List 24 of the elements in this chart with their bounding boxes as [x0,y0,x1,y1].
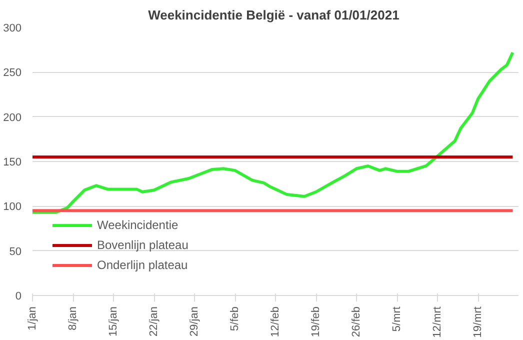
x-tick-label: 15/jan [108,306,120,336]
x-tick-label: 8/jan [67,306,79,330]
x-tick-label: 19/mrt [472,306,484,338]
y-tick-label: 0 [15,290,22,302]
x-tick-label: 19/feb [310,306,322,338]
x-tick-label: 12/feb [270,306,282,338]
x-tick-label: 29/jan [188,306,200,336]
line-series [32,51,514,214]
x-tick-label: 12/mrt [432,306,444,338]
x-tick-label: 5/feb [229,306,241,331]
legend-label: Bovenlijn plateau [97,238,188,252]
chart-title: Weekincidentie België - vanaf 01/01/2021 [148,8,400,22]
x-tick-label: 26/feb [350,306,362,338]
y-tick-label: 150 [3,156,22,168]
y-tick-label: 250 [3,67,22,80]
x-tick-label: 1/jan [26,306,38,330]
legend-label: Onderlijn plateau [97,258,188,272]
y-tick-label: 100 [3,201,22,214]
y-tick-label: 50 [9,246,22,258]
x-tick-label: 22/jan [148,306,160,336]
y-tick-label: 300 [3,22,22,34]
legend-label: Weekincidentie [97,218,178,232]
y-tick-label: 200 [3,112,22,124]
x-tick-label: 5/mrt [391,306,403,332]
